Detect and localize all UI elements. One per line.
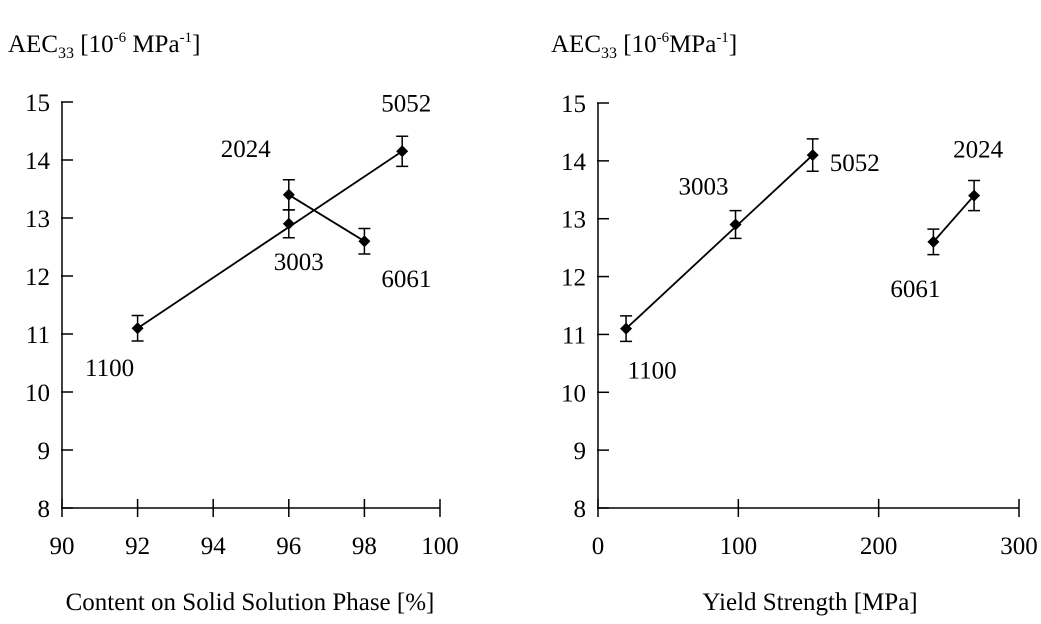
left-point-label: 1100 [85, 355, 134, 382]
right-y-tick-label: 15 [561, 91, 586, 118]
left-data-point [131, 322, 144, 335]
right-y-title-unit: MPa [669, 31, 716, 58]
left-y-tick-label: 9 [38, 438, 51, 465]
right-y-title-open: [10 [617, 31, 657, 58]
left-y-title-unit: MPa [126, 31, 179, 58]
right-y-tick-label: 12 [561, 265, 586, 292]
left-x-tick-label: 90 [50, 533, 75, 560]
right-data-point [806, 149, 819, 162]
right-y-title-sub: 33 [601, 45, 617, 62]
left-trend-line [288, 194, 365, 242]
right-x-tick-label: 100 [720, 533, 758, 560]
right-data-point [729, 218, 742, 231]
left-y-title-exp2: -1 [180, 30, 193, 46]
left-x-axis-title: Content on Solid Solution Phase [%] [66, 589, 435, 616]
left-point-label: 6061 [381, 266, 431, 293]
right-y-title-base: AEC [551, 31, 601, 58]
right-chart: AEC33 [10-6MPa-1] Yield Strength [MPa] 8… [551, 30, 1038, 616]
left-x-tick-label: 94 [201, 533, 227, 560]
right-y-title-exp2: -1 [716, 30, 729, 46]
left-data-point [358, 235, 371, 248]
right-y-axis-title: AEC33 [10-6MPa-1] [551, 30, 737, 62]
left-chart: AEC33 [10-6 MPa-1] Content on Solid Solu… [8, 30, 459, 616]
right-y-title-exp1: -6 [657, 30, 670, 46]
left-y-axis-title: AEC33 [10-6 MPa-1] [8, 30, 200, 62]
left-y-tick-label: 15 [25, 90, 50, 117]
left-x-tick-label: 100 [421, 533, 459, 560]
right-point-label: 5052 [830, 150, 880, 177]
left-data-point [396, 145, 409, 158]
right-x-axis-title: Yield Strength [MPa] [702, 589, 917, 616]
right-y-tick-label: 9 [574, 438, 587, 465]
left-y-title-close: ] [192, 31, 200, 58]
right-point-label: 6061 [890, 276, 940, 303]
left-y-title-sub: 33 [58, 45, 74, 62]
right-y-title-close: ] [729, 31, 737, 58]
right-x-tick-label: 300 [1000, 533, 1038, 560]
left-data-point [282, 188, 295, 201]
right-y-tick-label: 13 [561, 207, 586, 234]
right-y-tick-label: 11 [562, 322, 586, 349]
right-data-point [620, 322, 633, 335]
right-y-tick-label: 10 [561, 380, 586, 407]
left-plot-marks: 8 9 10 11 12 13 14 15 90 92 94 96 98 100 1100 3003 2024 6… [25, 90, 459, 560]
left-y-tick-label: 12 [25, 264, 50, 291]
right-trend-line [625, 154, 814, 330]
right-data-point [968, 189, 981, 202]
left-x-tick-label: 96 [276, 533, 301, 560]
right-trend-line [932, 194, 975, 243]
left-point-label: 5052 [381, 90, 431, 117]
left-y-tick-label: 13 [25, 206, 50, 233]
left-y-title-exp1: -6 [114, 30, 127, 46]
left-y-tick-label: 11 [26, 322, 50, 349]
right-plot-marks: 8 9 10 11 12 13 14 15 0 100 200 300 1100 3003 5052 6061… [561, 91, 1038, 560]
right-data-point [927, 235, 940, 248]
left-y-title-base: AEC [8, 31, 58, 58]
right-point-label: 1100 [628, 358, 677, 385]
right-y-tick-label: 14 [561, 149, 587, 176]
right-point-label: 2024 [953, 137, 1004, 164]
left-y-tick-label: 8 [38, 496, 51, 523]
left-x-tick-label: 98 [352, 533, 377, 560]
left-point-label: 2024 [221, 136, 272, 163]
left-point-label: 3003 [274, 249, 324, 276]
left-x-tick-label: 92 [125, 533, 150, 560]
right-x-tick-label: 200 [860, 533, 898, 560]
left-y-title-open: [10 [74, 31, 114, 58]
right-point-label: 3003 [679, 174, 729, 201]
right-x-tick-label: 0 [592, 533, 605, 560]
left-y-tick-label: 10 [25, 380, 50, 407]
right-y-tick-label: 8 [574, 496, 587, 523]
left-trend-line [137, 150, 403, 329]
left-y-tick-label: 14 [25, 148, 51, 175]
left-data-point [282, 217, 295, 230]
